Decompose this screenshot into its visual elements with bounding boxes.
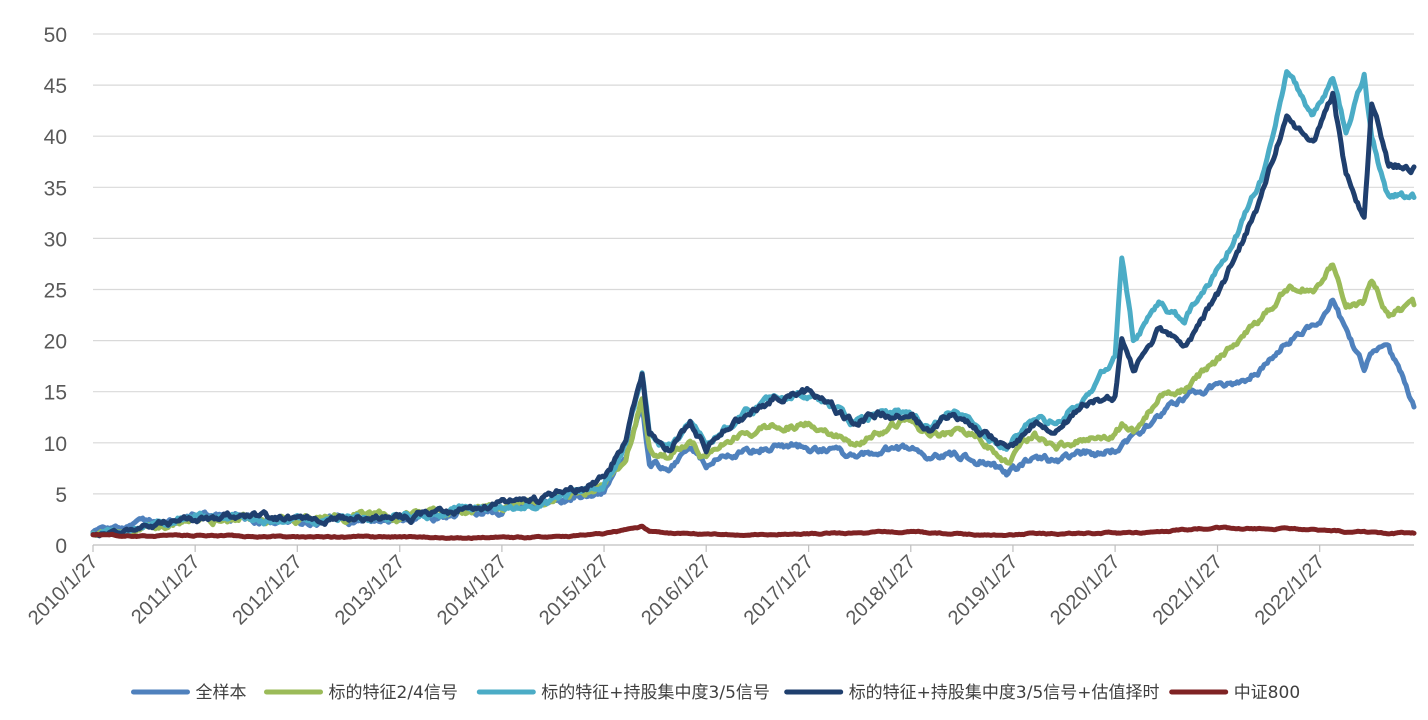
x-tick-label: 2018/1/27 bbox=[842, 551, 920, 629]
x-tick-label: 2019/1/27 bbox=[944, 551, 1022, 629]
x-axis-ticks: 2010/1/27 2011/1/27 2012/1/27 2013/1/27 2014… bbox=[24, 545, 1329, 629]
y-tick-label: 5 bbox=[55, 484, 67, 507]
legend-label: 中证800 bbox=[1234, 683, 1300, 703]
x-tick-label: 2022/1/27 bbox=[1251, 551, 1329, 629]
x-tick-label: 2021/1/27 bbox=[1149, 551, 1227, 629]
series-line-4 bbox=[90, 90, 1417, 539]
y-tick-label: 50 bbox=[44, 24, 67, 47]
y-tick-label: 40 bbox=[44, 126, 67, 149]
legend-label: 全样本 bbox=[196, 683, 247, 703]
grid bbox=[93, 33, 1414, 546]
x-tick-label: 2017/1/27 bbox=[740, 551, 818, 629]
x-tick-label: 2010/1/27 bbox=[24, 551, 102, 629]
y-tick-label: 25 bbox=[44, 280, 67, 303]
y-tick-label: 10 bbox=[44, 433, 67, 456]
legend-label: 标的特征+持股集中度3/5信号 bbox=[541, 683, 770, 703]
x-tick-label: 2014/1/27 bbox=[433, 551, 511, 629]
series-line-2 bbox=[90, 262, 1417, 538]
series-line-5 bbox=[90, 523, 1417, 541]
y-axis-ticks: 0 5 10 15 20 25 30 35 40 45 50 bbox=[44, 24, 67, 558]
x-tick-label: 2016/1/27 bbox=[637, 551, 715, 629]
x-tick-label: 2015/1/27 bbox=[535, 551, 613, 629]
legend: 全样本 标的特征2/4信号 标的特征+持股集中度3/5信号 标的特征+持股集中度3/5… bbox=[131, 683, 1300, 703]
series-line-3 bbox=[90, 69, 1417, 538]
y-tick-label: 20 bbox=[44, 331, 67, 354]
y-tick-label: 30 bbox=[44, 228, 67, 251]
legend-label: 标的特征2/4信号 bbox=[329, 683, 458, 703]
legend-label: 标的特征+持股集中度3/5信号+估值择时 bbox=[849, 683, 1160, 703]
x-tick-label: 2011/1/27 bbox=[127, 551, 204, 628]
y-tick-label: 45 bbox=[44, 75, 67, 98]
y-tick-label: 0 bbox=[55, 535, 67, 558]
x-tick-label: 2012/1/27 bbox=[228, 551, 306, 629]
series-lines bbox=[90, 69, 1417, 541]
x-tick-label: 2020/1/27 bbox=[1046, 551, 1124, 629]
y-tick-label: 15 bbox=[44, 382, 67, 405]
x-tick-label: 2013/1/27 bbox=[331, 551, 409, 629]
y-tick-label: 35 bbox=[44, 177, 67, 200]
